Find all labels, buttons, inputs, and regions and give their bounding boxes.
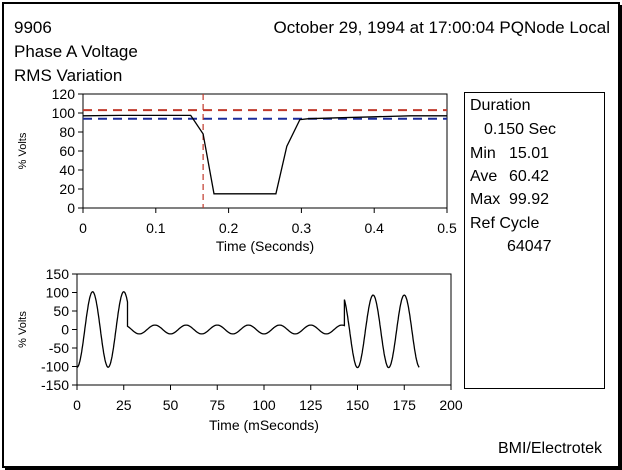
y-tick-label: 150 xyxy=(46,266,70,282)
y-tick-label: 60 xyxy=(59,143,75,159)
y-tick-label: 100 xyxy=(46,285,70,301)
ref-cycle-label: Ref Cycle xyxy=(470,215,540,232)
ave-label: Ave xyxy=(470,168,498,185)
chart-2: -150 -100 -50 0 50 100 150 0 25 50 75 100 125 150 175 2… xyxy=(17,266,463,433)
x-tick-label: 100 xyxy=(252,397,276,413)
y-tick-label: 0 xyxy=(67,200,75,216)
max-value: 99.92 xyxy=(509,191,550,208)
y-axis-label: % Volts xyxy=(17,132,29,169)
duration-label: Duration xyxy=(470,97,531,114)
x-tick-label: 0.4 xyxy=(364,220,384,236)
brand-label: BMI/Electrotek xyxy=(497,440,602,457)
y-tick-label: 80 xyxy=(59,124,75,140)
x-tick-label: 0 xyxy=(73,397,81,413)
chart-title-line1: Phase A Voltage xyxy=(14,42,138,61)
x-tick-label: 0.5 xyxy=(437,220,457,236)
rms-voltage-line xyxy=(82,114,447,195)
min-label: Min xyxy=(470,145,496,162)
plot-area xyxy=(76,273,452,386)
y-tick-label: 0 xyxy=(61,322,69,338)
x-axis-label: Time (Seconds) xyxy=(216,238,314,254)
y-axis-label: % Volts xyxy=(17,311,29,348)
duration-value: 0.150 Sec xyxy=(484,121,557,138)
y-tick-label: 120 xyxy=(52,86,76,102)
x-axis-label: Time (mSeconds) xyxy=(209,417,319,433)
y-tick-label: 20 xyxy=(59,181,75,197)
x-tick-label: 200 xyxy=(439,397,463,413)
x-tick-label: 125 xyxy=(299,397,323,413)
x-tick-label: 150 xyxy=(346,397,370,413)
x-tick-label: 50 xyxy=(163,397,179,413)
x-tick-label: 75 xyxy=(209,397,225,413)
stats-panel: Duration 0.150 Sec Min 15.01 Ave 60.42 M… xyxy=(464,92,605,389)
charts-canvas: 0 20 40 60 80 100 120 0 0.1 0.2 0.3 0.4 0.5 Time (Sec… xyxy=(17,86,463,433)
x-tick-label: 0.3 xyxy=(292,220,312,236)
y-tick-label: 40 xyxy=(59,162,75,178)
voltage-waveform-line xyxy=(76,291,420,369)
event-id: 9906 xyxy=(14,18,52,37)
x-tick-label: 25 xyxy=(116,397,132,413)
y-tick-label: 50 xyxy=(53,303,69,319)
x-tick-label: 0.1 xyxy=(146,220,166,236)
y-tick-label: -100 xyxy=(41,359,69,375)
event-timestamp: October 29, 1994 at 17:00:04 PQNode Loca… xyxy=(273,18,610,37)
y-tick-label: -50 xyxy=(49,340,69,356)
x-tick-label: 175 xyxy=(393,397,417,413)
chart-title-line2: RMS Variation xyxy=(14,66,123,85)
x-tick-label: 0.2 xyxy=(219,220,239,236)
min-value: 15.01 xyxy=(509,145,550,162)
chart-1: 0 20 40 60 80 100 120 0 0.1 0.2 0.3 0.4 0.5 Time (Sec… xyxy=(17,86,457,254)
max-label: Max xyxy=(470,191,501,208)
ref-cycle-value: 64047 xyxy=(507,238,552,255)
x-tick-label: 0 xyxy=(79,220,87,236)
ave-value: 60.42 xyxy=(509,168,550,185)
y-tick-label: 100 xyxy=(52,105,76,121)
y-tick-label: -150 xyxy=(41,377,69,393)
